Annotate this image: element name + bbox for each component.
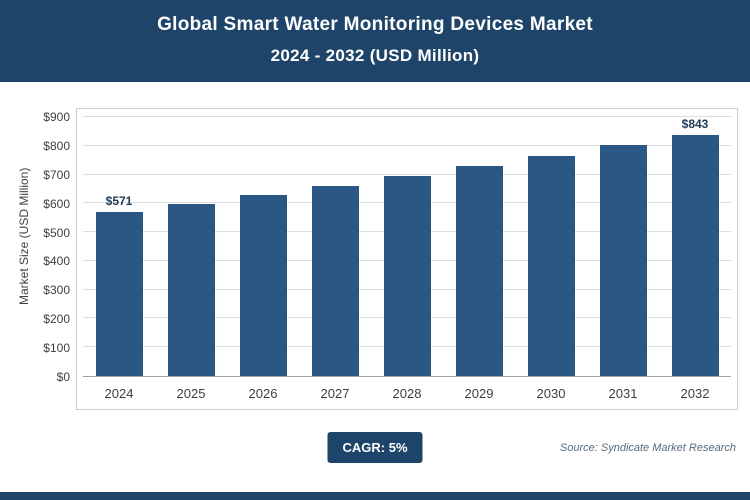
y-axis-title: Market Size (USD Million) <box>17 167 31 305</box>
x-tick-label: 2027 <box>320 385 350 401</box>
plot-box: $571 $843 2024 2025 2026 2027 2028 2029 2030 203… <box>76 108 738 410</box>
gridline <box>83 116 731 117</box>
footer: CAGR: 5% Source: Syndicate Market Resear… <box>0 410 750 492</box>
source-attribution: Source: Syndicate Market Research <box>559 442 736 454</box>
y-tick-label: $400 <box>43 254 70 269</box>
bar-value-label: $843 <box>681 117 709 131</box>
bar <box>311 185 359 376</box>
y-tick-label: $800 <box>43 138 70 153</box>
bar <box>455 166 503 376</box>
bar <box>527 155 575 376</box>
y-tick-label: $0 <box>56 370 70 384</box>
chart-title-line1: Global Smart Water Monitoring Devices Ma… <box>157 14 593 35</box>
cagr-badge: CAGR: 5% <box>327 432 423 463</box>
x-tick-label: 2026 <box>248 385 278 401</box>
x-tick-label: 2030 <box>536 385 566 401</box>
bar-column <box>299 117 371 376</box>
x-tick-label: 2029 <box>464 385 494 401</box>
chart-title-banner: Global Smart Water Monitoring Devices Ma… <box>0 0 750 82</box>
y-axis-ticks: $0 $100 $200 $300 $400 $500 $600 $700 $800 $900 <box>32 110 76 384</box>
x-tick-label: 2031 <box>608 385 638 401</box>
bar-column <box>155 117 227 376</box>
bar-column <box>371 117 443 376</box>
bar <box>671 135 719 376</box>
bar <box>239 195 287 376</box>
x-tick-label: 2028 <box>392 385 422 401</box>
bar-column: $571 <box>83 117 155 376</box>
bar-column: $843 <box>659 117 731 376</box>
bar <box>599 144 647 376</box>
y-axis-title-container: Market Size (USD Million) <box>6 108 32 410</box>
bars-row: $571 $843 <box>83 117 731 376</box>
bottom-accent-strip <box>0 492 750 500</box>
y-tick-label: $700 <box>43 167 70 182</box>
bar <box>383 176 431 376</box>
gridline <box>83 144 731 146</box>
x-tick-label: 2025 <box>176 385 206 401</box>
y-tick-label: $900 <box>43 110 70 124</box>
bar-column <box>443 117 515 376</box>
x-tick-label: 2032 <box>680 385 710 401</box>
y-tick-label: $200 <box>43 312 70 327</box>
bar-column <box>227 117 299 376</box>
plot-area: $571 $843 <box>83 116 731 377</box>
bar <box>167 203 215 376</box>
chart-title-line2: 2024 - 2032 (USD Million) <box>270 46 480 65</box>
y-tick-label: $500 <box>43 225 70 240</box>
y-tick-label: $600 <box>43 196 70 211</box>
y-tick-label: $100 <box>43 341 70 356</box>
y-tick-label: $300 <box>43 283 70 298</box>
chart-area: Market Size (USD Million) $0 $100 $200 $300… <box>6 108 738 410</box>
bar <box>95 211 143 376</box>
bar-value-label: $571 <box>105 193 133 208</box>
x-axis-labels: 2024 2025 2026 2027 2028 2029 2030 2031 2032 <box>83 377 731 409</box>
x-tick-label: 2024 <box>104 385 134 401</box>
bar-column <box>587 117 659 376</box>
gridline <box>83 173 731 175</box>
bar-column <box>515 117 587 376</box>
